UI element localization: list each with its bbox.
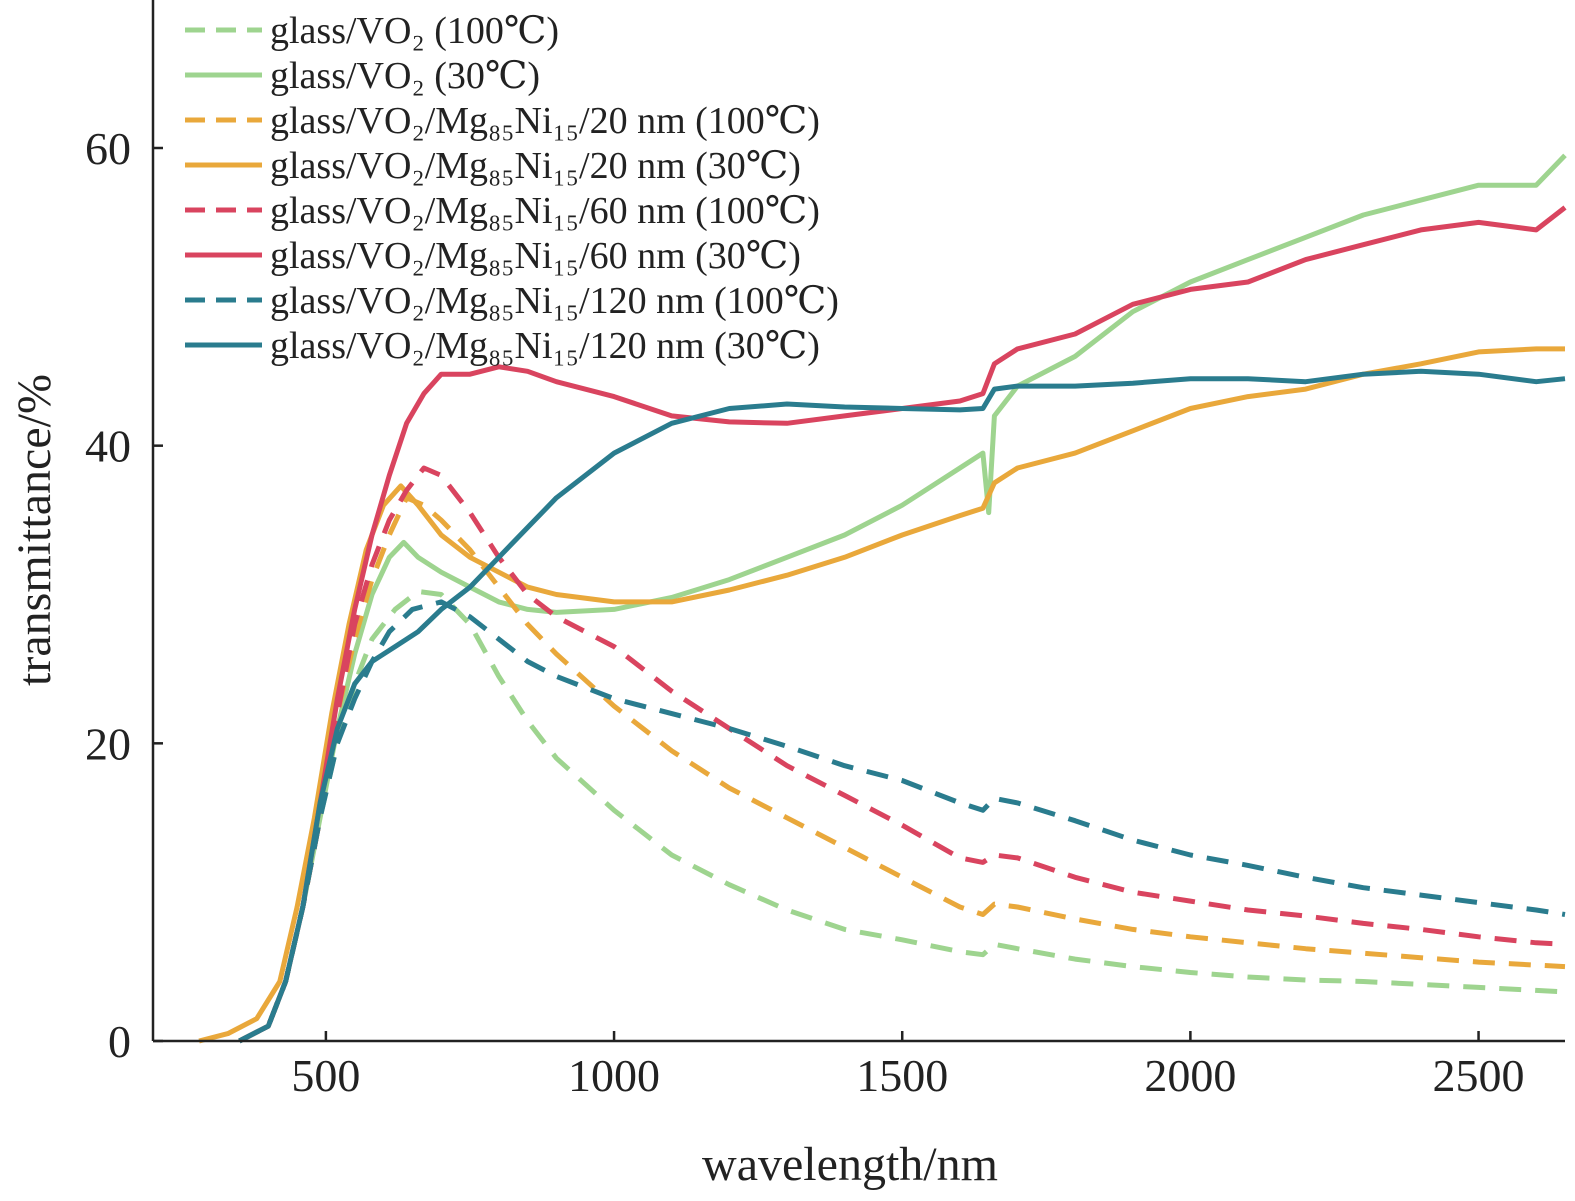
y-tick-label: 60 [85,123,131,174]
series-line-7 [238,599,1566,1044]
legend-label-4: glass/VO₂/Mg₈₅Ni₁₅/20 nm (30℃) [270,145,801,187]
series-line-3 [238,495,1566,1044]
y-ticks: 0 20 40 60 [85,123,163,1067]
series-lines [198,153,1567,1044]
series-line-2 [238,153,1567,1044]
y-tick-label: 0 [108,1016,131,1067]
legend-label-5: glass/VO₂/Mg₈₅Ni₁₅/60 nm (100℃) [270,190,820,232]
x-tick-label: 1000 [568,1050,660,1101]
legend-label-6: glass/VO₂/Mg₈₅Ni₁₅/60 nm (30℃) [270,235,801,277]
legend-label-1: glass/VO₂ (100℃) [270,10,559,52]
series-line-4 [198,346,1565,1044]
series-line-6 [238,205,1567,1044]
series-line-8 [238,368,1566,1044]
x-tick-label: 500 [291,1050,360,1101]
legend-label-2: glass/VO₂ (30℃) [270,55,540,97]
x-tick-label: 2500 [1433,1050,1525,1101]
legend-label-3: glass/VO₂/Mg₈₅Ni₁₅/20 nm (100℃) [270,100,820,142]
axes: 500 1000 1500 2000 2500 0 20 40 60 [85,0,1565,1101]
legend-label-8: glass/VO₂/Mg₈₅Ni₁₅/120 nm (30℃) [270,325,820,367]
x-tick-label: 1500 [856,1050,948,1101]
series-line-5 [238,465,1566,1044]
legend-background [170,2,990,356]
y-tick-label: 40 [85,421,131,472]
series-line-1 [238,589,1566,1044]
x-axis-title: wavelength/nm [702,1138,998,1191]
x-tick-label: 2000 [1144,1050,1236,1101]
y-tick-label: 20 [85,718,131,769]
legend-label-7: glass/VO₂/Mg₈₅Ni₁₅/120 nm (100℃) [270,280,839,322]
y-axis-title: transmittance/% [8,374,61,686]
x-ticks: 500 1000 1500 2000 2500 [291,1031,1525,1101]
legend: glass/VO₂ (100℃)glass/VO₂ (30℃)glass/VO₂… [170,2,990,367]
